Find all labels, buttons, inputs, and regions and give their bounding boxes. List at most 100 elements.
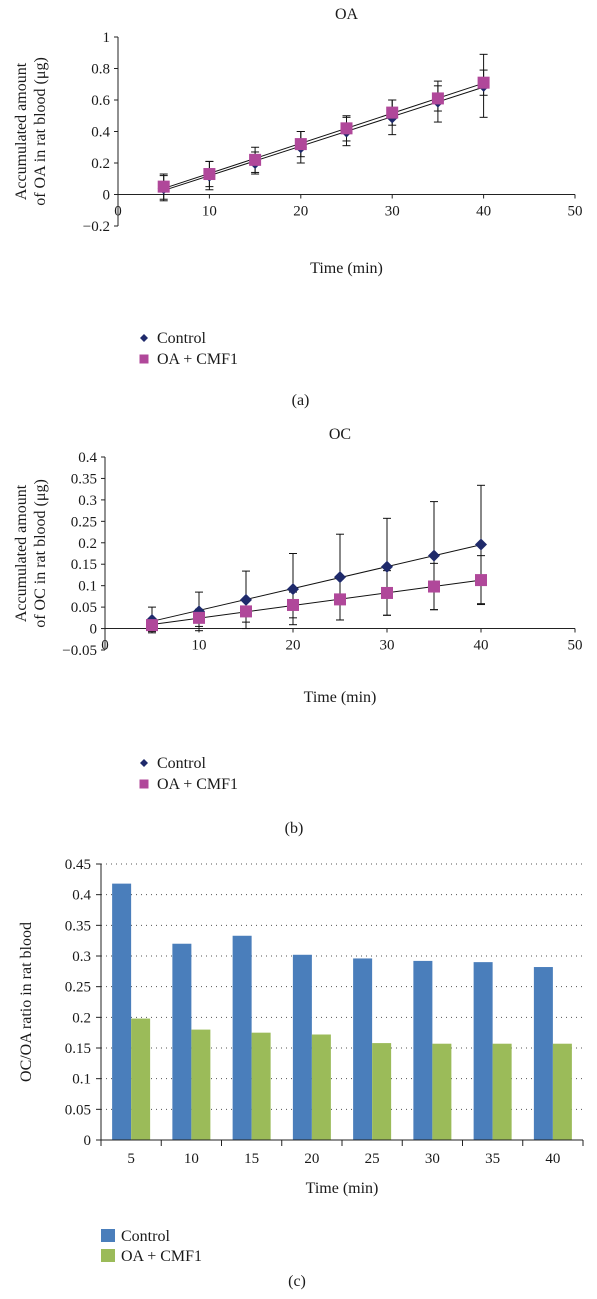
legend-label: Control — [157, 330, 206, 347]
y-tick-label: 0.45 — [65, 857, 91, 873]
x-axis-label: Time (min) — [306, 1180, 379, 1197]
y-axis-label: of OC in rat blood (μg) — [32, 479, 49, 628]
x-tick-label: 20 — [293, 204, 308, 220]
y-tick-label: 0.35 — [65, 918, 91, 934]
data-point — [240, 605, 252, 618]
data-point — [431, 92, 444, 105]
legend-label: Control — [121, 1228, 170, 1245]
bar — [432, 1043, 452, 1140]
y-tick-label: 0.6 — [91, 93, 110, 109]
y-tick-label: 0.4 — [78, 450, 97, 466]
bar — [353, 958, 373, 1140]
y-tick-label: 0.1 — [72, 1072, 91, 1088]
x-tick-label: 50 — [568, 204, 583, 220]
data-point — [381, 560, 393, 573]
bar — [311, 1034, 331, 1140]
x-axis-label: Time (min) — [310, 260, 383, 277]
bar — [533, 967, 553, 1140]
y-tick-label: 0.25 — [71, 514, 97, 530]
y-tick-label: 0.8 — [91, 62, 110, 78]
x-tick-label: 10 — [184, 1151, 199, 1167]
x-tick-label: 5 — [127, 1151, 135, 1167]
data-point — [340, 122, 353, 135]
bar — [473, 962, 493, 1140]
x-tick-label: 50 — [568, 638, 583, 654]
legend-marker — [140, 759, 148, 767]
y-tick-label: 0 — [90, 622, 98, 638]
trendline — [151, 579, 482, 625]
x-tick-label: 20 — [304, 1151, 319, 1167]
y-tick-label: 1 — [103, 30, 111, 46]
data-point — [287, 583, 299, 596]
x-tick-label: 40 — [474, 638, 489, 654]
y-tick-label: 0.2 — [78, 536, 97, 552]
x-tick-label: 30 — [380, 638, 395, 654]
x-tick-label: 15 — [244, 1151, 259, 1167]
bar — [372, 1043, 392, 1140]
y-tick-label: 0.05 — [71, 600, 97, 616]
bar — [232, 935, 252, 1140]
bar — [492, 1043, 512, 1140]
trendline — [151, 544, 482, 622]
bar — [413, 960, 433, 1140]
legend-swatch — [101, 1249, 115, 1262]
figure-caption: (a) — [292, 392, 310, 409]
x-tick-label: 20 — [286, 638, 301, 654]
y-axis-label: Accumulated amount — [13, 484, 30, 622]
bar — [191, 1029, 211, 1140]
legend-swatch — [101, 1229, 115, 1242]
trendline — [163, 86, 484, 191]
x-tick-label: 10 — [202, 204, 217, 220]
y-axis-label: Accumulated amount — [13, 62, 30, 200]
x-axis-label: Time (min) — [304, 689, 377, 706]
data-point — [477, 76, 490, 89]
data-point — [475, 574, 487, 587]
legend-label: OA + CMF1 — [157, 351, 238, 368]
data-point — [287, 598, 299, 611]
legend-marker — [139, 779, 149, 789]
y-tick-label: 0 — [84, 1133, 92, 1149]
bar — [552, 1043, 572, 1140]
data-point — [381, 586, 393, 599]
data-point — [249, 153, 262, 166]
data-point — [193, 605, 205, 618]
x-tick-label: 35 — [485, 1151, 500, 1167]
data-point — [146, 619, 158, 632]
figure-caption: (b) — [285, 820, 304, 837]
data-point — [334, 593, 346, 606]
y-axis-label: OC/OA ratio in rat blood — [18, 922, 35, 1082]
legend-marker — [140, 334, 148, 342]
y-tick-label: 0 — [103, 188, 111, 204]
chart-title: OC — [329, 426, 351, 443]
x-tick-label: 40 — [545, 1151, 560, 1167]
y-tick-label: 0.3 — [78, 493, 97, 509]
legend-label: OA + CMF1 — [157, 776, 238, 793]
data-point — [428, 580, 440, 593]
legend-marker — [139, 354, 149, 364]
trendline — [163, 82, 484, 189]
x-tick-label: 0 — [101, 638, 109, 654]
x-tick-label: 0 — [114, 204, 122, 220]
y-tick-label: −0.05 — [62, 643, 97, 659]
x-tick-label: 10 — [192, 638, 207, 654]
bar — [172, 943, 192, 1140]
legend-label: OA + CMF1 — [121, 1248, 202, 1265]
y-tick-label: 0.4 — [91, 125, 110, 141]
bar — [292, 954, 312, 1140]
x-tick-label: 30 — [385, 204, 400, 220]
y-tick-label: −0.2 — [83, 219, 110, 235]
data-point — [428, 549, 440, 562]
chart-ratio: 0 0.05 0.1 0.15 0.2 0.25 0.3 0.35 0.4 0.45 5 10 15 20… — [18, 857, 584, 1290]
y-tick-label: 0.25 — [65, 980, 91, 996]
bar — [131, 1018, 151, 1140]
data-point — [193, 611, 205, 624]
y-tick-label: 0.3 — [72, 949, 91, 965]
legend-label: Control — [157, 755, 206, 772]
x-tick-label: 40 — [476, 204, 491, 220]
x-tick-label: 25 — [365, 1151, 380, 1167]
bar — [251, 1032, 271, 1140]
data-point — [475, 538, 487, 551]
y-tick-label: 0.2 — [91, 156, 110, 172]
